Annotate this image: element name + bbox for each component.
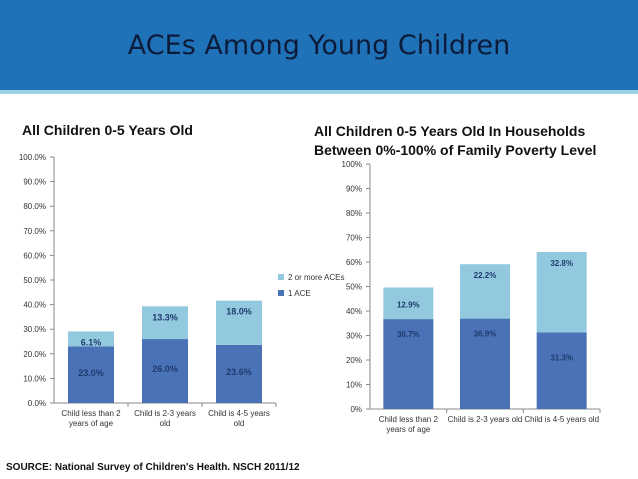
chart1-y-tick-label: 0.0% (28, 399, 46, 408)
chart1-bar-two-plus-aces (68, 331, 114, 347)
chart1-y-tick-label: 30.0% (23, 325, 46, 334)
chart1-y-tick-label: 20.0% (23, 350, 46, 359)
chart2-category-label: Child less than 2 (379, 415, 439, 424)
chart1-category-label: Child less than 2 (61, 409, 121, 418)
chart2-bar-two-plus-aces (460, 264, 510, 319)
chart1-y-tick-label: 40.0% (23, 301, 46, 310)
chart1-y-tick-label: 70.0% (23, 227, 46, 236)
chart1-data-label: 18.0% (226, 307, 252, 317)
chart2-bar-two-plus-aces (383, 287, 434, 320)
chart2-y-tick-label: 10% (346, 381, 362, 390)
chart2-bar-two-plus-aces (536, 251, 587, 333)
chart2-data-label: 22.2% (474, 271, 497, 280)
chart2-bar-one-ace (460, 318, 510, 409)
chart1-legend-swatch (278, 274, 284, 280)
source-note: SOURCE: National Survey of Children's He… (6, 462, 300, 473)
chart2-data-label: 36.9% (474, 330, 497, 339)
chart1-data-label: 6.1% (81, 337, 102, 347)
chart1-y-tick-label: 90.0% (23, 178, 46, 187)
chart1-bar-two-plus-aces (216, 300, 262, 345)
right-chart-title: All Children 0-5 Years Old In Households… (314, 123, 597, 158)
chart1-bar-one-ace (142, 339, 188, 403)
chart1-y-tick-label: 10.0% (23, 374, 46, 383)
chart1-data-label: 13.3% (152, 312, 178, 322)
chart2-y-tick-label: 30% (346, 332, 362, 341)
chart1-legend-label: 1 ACE (288, 289, 311, 298)
chart2-category-label: years of age (386, 425, 431, 434)
chart2-category-label: Child is 4-5 years old (524, 415, 599, 424)
chart1-legend-label: 2 or more ACEs (288, 273, 344, 282)
chart1-category-label: years of age (69, 419, 114, 428)
chart2-data-label: 36.7% (397, 330, 420, 339)
chart1-y-tick-label: 60.0% (23, 251, 46, 260)
chart1-legend-swatch (278, 290, 284, 296)
title-bar: ACEs Among Young Children (0, 0, 638, 90)
slide-title: ACEs Among Young Children (127, 30, 511, 61)
chart2-data-label: 12.9% (397, 300, 420, 309)
chart2-y-tick-label: 80% (346, 209, 362, 218)
chart2-y-tick-label: 50% (346, 283, 362, 292)
chart2-bar-one-ace (383, 319, 434, 409)
chart1-y-tick-label: 50.0% (23, 276, 46, 285)
chart1-y-tick-label: 80.0% (23, 202, 46, 211)
chart2-y-tick-label: 40% (346, 307, 362, 316)
chart2-y-tick-label: 70% (346, 234, 362, 243)
chart1-data-label: 23.6% (226, 367, 252, 377)
title-divider (0, 90, 638, 94)
chart2-data-label: 32.8% (550, 259, 573, 268)
chart2-bar-one-ace (536, 332, 587, 409)
chart1-data-label: 26.0% (152, 364, 178, 374)
chart1-y-tick-label: 100.0% (19, 153, 46, 162)
chart1-category-label: Child is 4-5 years (208, 409, 270, 418)
left-chart-title: All Children 0-5 Years Old (22, 122, 193, 138)
chart1-category-label: old (160, 419, 171, 428)
chart2-category-label: Child is 2-3 years old (448, 415, 523, 424)
chart2-y-tick-label: 60% (346, 258, 362, 267)
chart1-bar-two-plus-aces (142, 306, 188, 340)
chart2-y-tick-label: 90% (346, 185, 362, 194)
chart1-bar-one-ace (68, 346, 114, 403)
chart1-category-label: Child is 2-3 years (134, 409, 196, 418)
chart1-data-label: 23.0% (78, 368, 104, 378)
chart2-data-label: 31.3% (550, 353, 573, 362)
chart2-y-tick-label: 20% (346, 356, 362, 365)
chart1-category-label: old (234, 419, 245, 428)
chart1-bar-one-ace (216, 344, 262, 403)
chart2-y-tick-label: 100% (342, 160, 362, 169)
chart2-y-tick-label: 0% (350, 405, 362, 414)
